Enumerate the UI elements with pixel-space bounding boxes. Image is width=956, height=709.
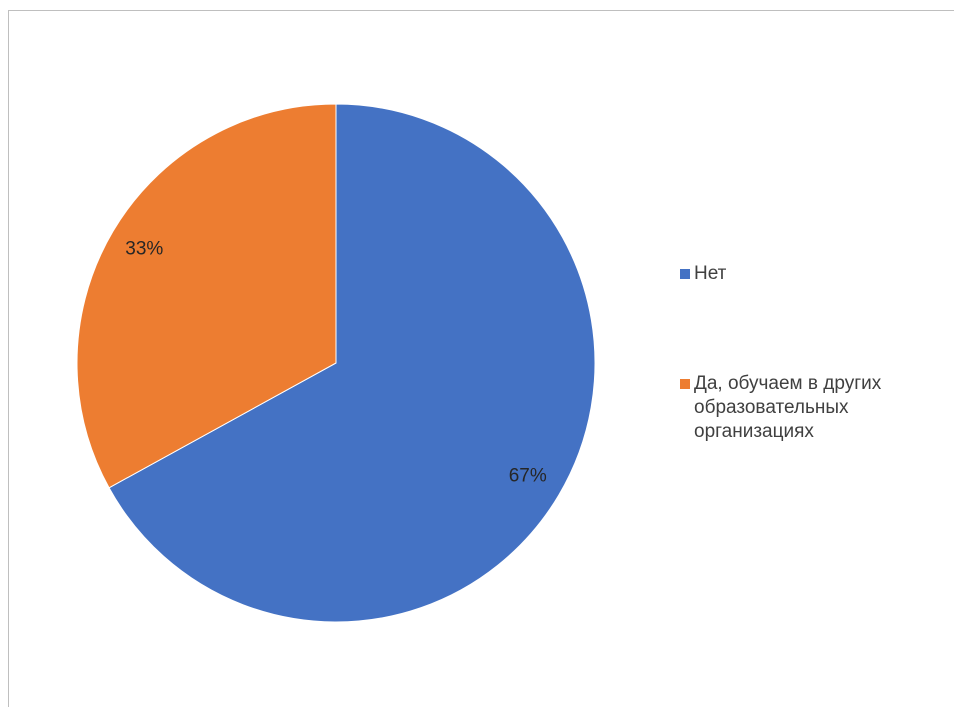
- legend-label-da: Да, обучаем в других образовательных орг…: [694, 373, 882, 442]
- pie-slice-1: [76, 103, 337, 489]
- legend-label-net: Нет: [694, 263, 727, 284]
- legend: Нет Да, обучаем в других образовательных…: [680, 262, 950, 444]
- legend-swatch-da: [680, 379, 690, 389]
- chart-area: [8, 10, 954, 707]
- data-label-1: 33%: [125, 239, 163, 260]
- pie-slice-0: [108, 103, 596, 623]
- legend-item-da: Да, обучаем в других образовательных орг…: [680, 372, 950, 444]
- legend-swatch-net: [680, 269, 690, 279]
- data-label-0: 67%: [509, 465, 547, 486]
- legend-item-net: Нет: [680, 262, 950, 286]
